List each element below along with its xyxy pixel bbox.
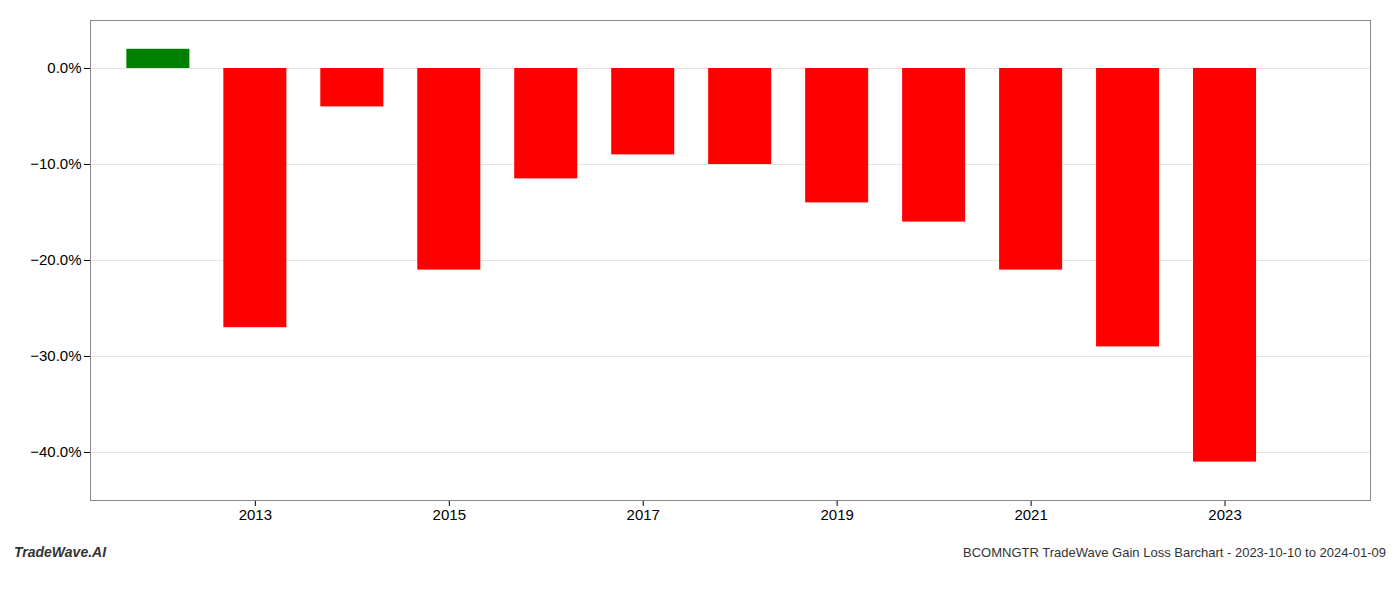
- svg-text:2021: 2021: [1014, 506, 1047, 523]
- svg-text:2017: 2017: [627, 506, 660, 523]
- svg-text:2015: 2015: [433, 506, 466, 523]
- svg-text:2019: 2019: [820, 506, 853, 523]
- svg-text:2023: 2023: [1208, 506, 1241, 523]
- svg-text:−20.0%: −20.0%: [30, 251, 81, 268]
- html-text:BCOMNGTR TradeWave Gain Loss B: BCOMNGTR TradeWave Gain Loss Barchart - …: [963, 545, 1386, 560]
- svg-text:−30.0%: −30.0%: [30, 347, 81, 364]
- svg-text:0.0%: 0.0%: [47, 59, 81, 76]
- svg-text:−10.0%: −10.0%: [30, 155, 81, 172]
- html-text:TradeWave.AI: TradeWave.AI: [14, 544, 107, 560]
- svg-text:−40.0%: −40.0%: [30, 443, 81, 460]
- svg-text:2013: 2013: [239, 506, 272, 523]
